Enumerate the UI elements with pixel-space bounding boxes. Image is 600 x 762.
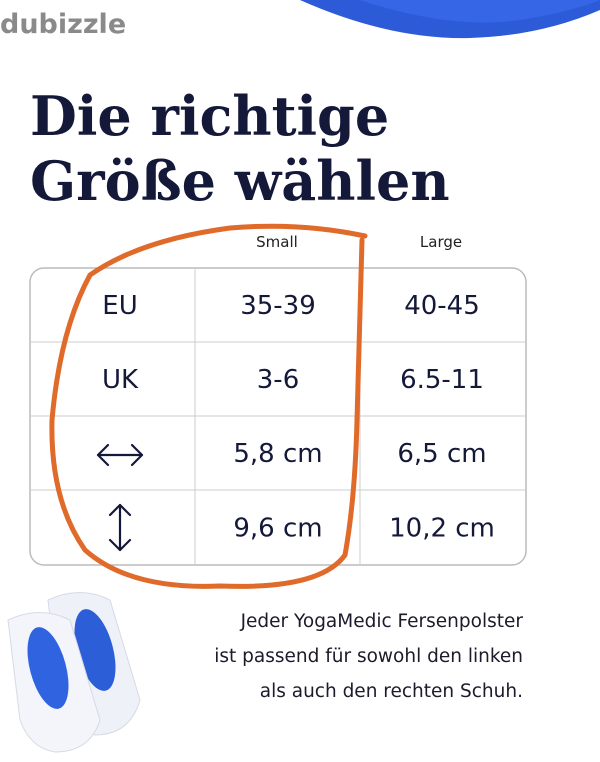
watermark: dubizzle	[0, 9, 126, 40]
column-header: Large	[420, 233, 462, 251]
insoles-image	[7, 592, 141, 753]
table-cell: 6,5 cm	[397, 439, 486, 469]
width-icon	[96, 443, 144, 467]
table-cell: 5,8 cm	[233, 439, 322, 469]
table-cell: 6.5-11	[400, 365, 484, 395]
title-line: Größe wählen	[30, 149, 450, 213]
footer-line: als auch den rechten Schuh.	[260, 681, 523, 702]
wave-decoration	[360, 0, 600, 23]
footer-line: Jeder YogaMedic Fersenpolster	[240, 611, 524, 632]
length-icon	[108, 503, 132, 552]
row-label: EU	[102, 291, 137, 321]
title-line: Die richtige	[30, 84, 389, 148]
table-cell: 9,6 cm	[233, 514, 322, 544]
table-cell: 35-39	[240, 291, 316, 321]
size-table: EU 35-39 40-45 UK 3-6 6.5-11 5,8 cm 6,5 cm 9,6 c…	[29, 267, 527, 566]
table-cell: 10,2 cm	[389, 514, 495, 544]
column-header: Small	[256, 233, 298, 251]
table-cell: 40-45	[404, 291, 480, 321]
footer-line: ist passend für sowohl den linken	[214, 646, 523, 667]
row-label: UK	[102, 365, 139, 395]
table-cell: 3-6	[257, 365, 299, 395]
highlight-circle	[49, 223, 368, 589]
